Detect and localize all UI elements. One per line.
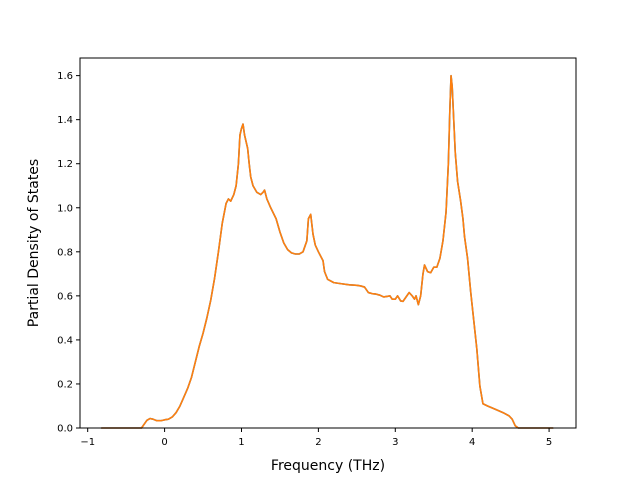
x-tick-label: −1	[80, 437, 95, 448]
plot-frame	[79, 57, 577, 429]
x-axis-label: Frequency (THz)	[271, 458, 385, 474]
x-tick-label: 0	[161, 437, 167, 448]
y-tick-label: 0.8	[57, 247, 73, 258]
x-tick-label: 5	[546, 437, 552, 448]
x-axis-ticks: −1 0 1 2 3 4 5	[80, 428, 552, 448]
y-tick-label: 0.6	[57, 291, 73, 302]
x-tick-label: 3	[392, 437, 398, 448]
series-layer	[100, 74, 554, 429]
plot-background	[80, 58, 576, 428]
x-tick-label: 4	[469, 437, 475, 448]
y-tick-label: 1.4	[57, 115, 73, 126]
y-tick-label: 0.2	[57, 379, 73, 390]
y-tick-label: 1.6	[57, 71, 73, 82]
y-tick-label: 0.0	[57, 424, 73, 435]
y-tick-label: 1.0	[57, 203, 73, 214]
y-axis-ticks: 0.0 0.2 0.4 0.6 0.8 1.0 1.2 1.4 1.6	[57, 71, 80, 435]
y-tick-label: 0.4	[57, 335, 73, 346]
series-line-2	[100, 74, 554, 429]
y-tick-label: 1.2	[57, 159, 73, 170]
y-axis-label: Partial Density of States	[26, 159, 42, 327]
x-tick-label: 1	[238, 437, 244, 448]
x-tick-label: 2	[315, 437, 321, 448]
